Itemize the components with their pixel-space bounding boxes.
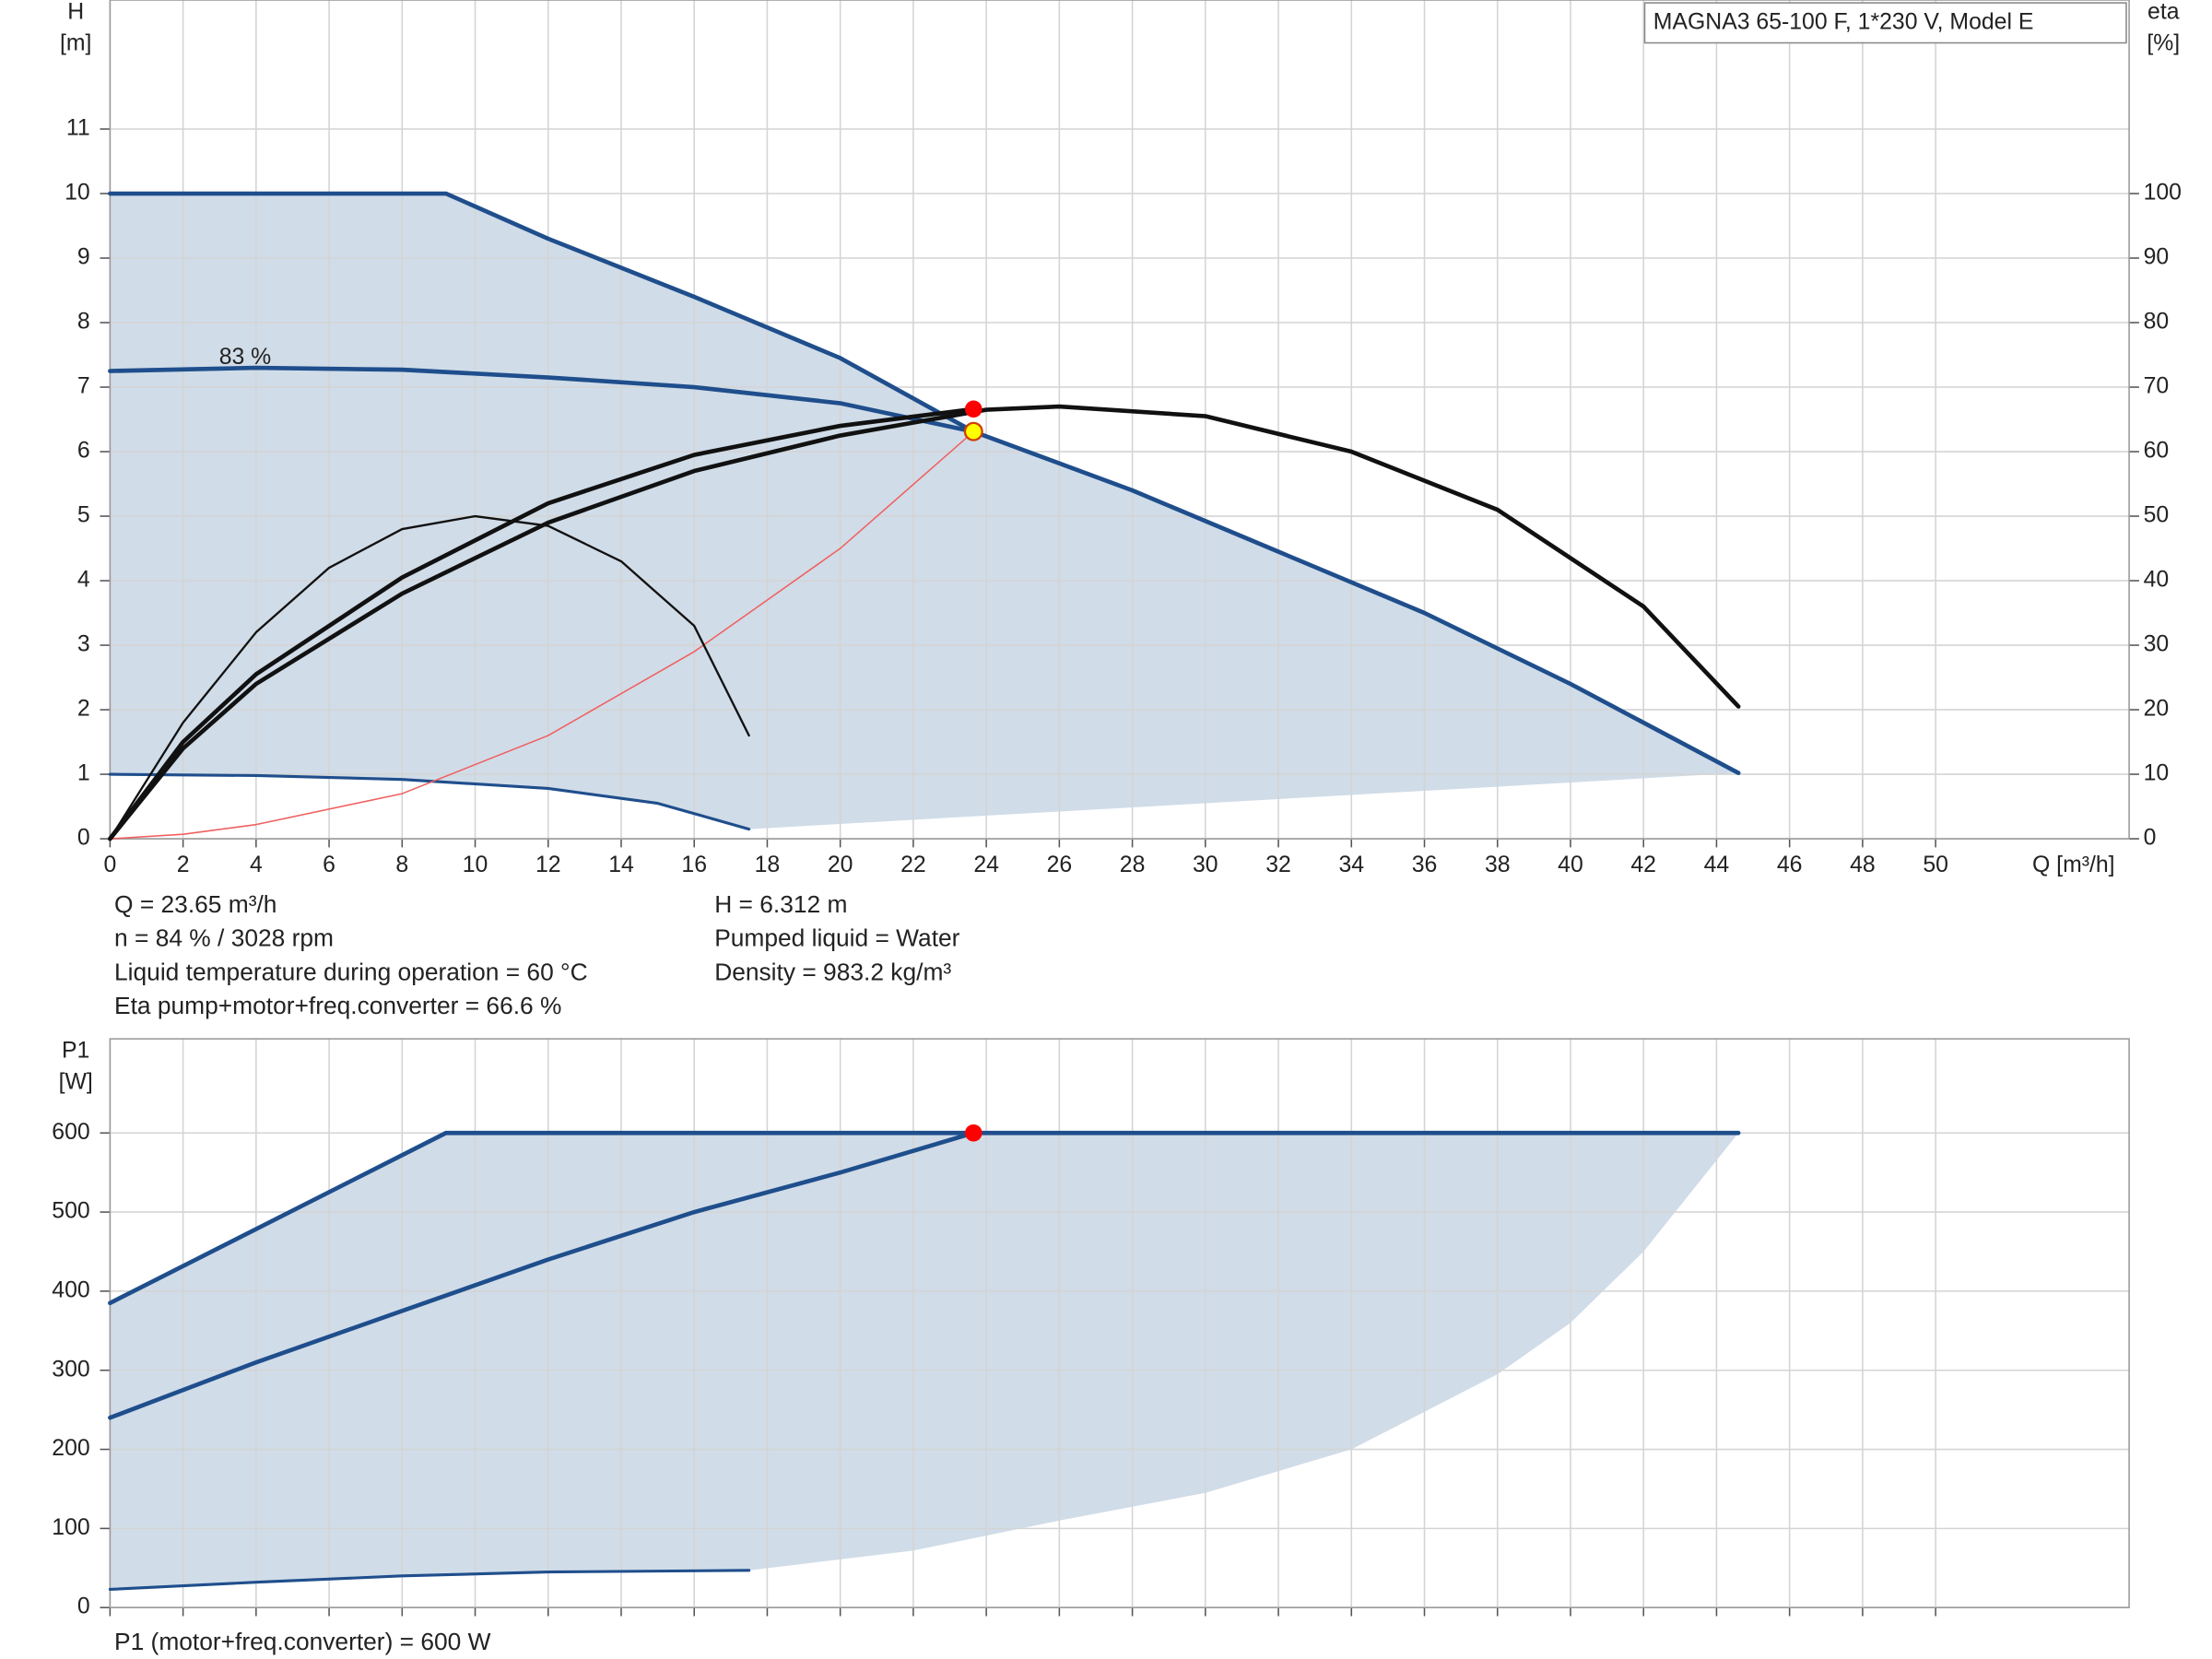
y2-tick-label: 50 xyxy=(2144,503,2170,528)
x-tick-label: 6 xyxy=(323,853,335,877)
y-axis-label: P1 xyxy=(62,1039,89,1064)
y-tick-label: 600 xyxy=(52,1120,89,1145)
info-text: Q = 23.65 m³/h xyxy=(114,890,276,918)
info-text: Eta pump+motor+freq.converter = 66.6 % xyxy=(114,992,561,1019)
info-text: Density = 983.2 kg/m³ xyxy=(714,958,951,985)
info-text: Liquid temperature during operation = 60… xyxy=(114,958,588,985)
x-tick-label: 12 xyxy=(535,853,561,877)
x-tick-label: 24 xyxy=(973,853,999,877)
x-tick-label: 18 xyxy=(755,853,781,877)
x-axis-label: Q [m³/h] xyxy=(2032,853,2115,877)
y2-tick-label: 90 xyxy=(2144,245,2170,270)
y-tick-label: 8 xyxy=(77,310,90,335)
curve xyxy=(108,365,976,434)
y-tick-label: 2 xyxy=(77,697,90,722)
curve xyxy=(108,1130,1741,1306)
y-tick-label: 11 xyxy=(66,116,90,141)
operating-region xyxy=(110,194,1739,830)
x-tick-label: 30 xyxy=(1193,853,1218,877)
y-tick-label: 100 xyxy=(52,1515,89,1540)
x-tick-label: 10 xyxy=(463,853,488,877)
y-tick-label: 400 xyxy=(52,1277,89,1302)
y-tick-label: 200 xyxy=(52,1436,89,1461)
info-text: H = 6.312 m xyxy=(714,890,847,918)
x-tick-label: 4 xyxy=(250,853,263,877)
y-tick-label: 1 xyxy=(77,761,90,786)
plot: 0 100 200 300 400 500 600 P1 [W] P1 (motor+freq.c… xyxy=(52,1038,2130,1655)
x-tick-label: 36 xyxy=(1412,853,1438,877)
y-tick-label: 5 xyxy=(77,503,90,528)
y-axis-label: [W] xyxy=(59,1070,93,1095)
operating-point xyxy=(963,421,983,441)
operating-point xyxy=(964,400,982,418)
x-tick-label: 8 xyxy=(395,853,408,877)
info-text: n = 84 % / 3028 rpm xyxy=(114,924,334,952)
x-tick-label: 48 xyxy=(1850,853,1876,877)
annotation: 83 % xyxy=(219,345,272,370)
x-tick-label: 50 xyxy=(1923,853,1948,877)
curve xyxy=(109,430,975,840)
plot-frame xyxy=(109,0,2130,840)
y2-tick-label: 0 xyxy=(2144,826,2157,851)
plot: 0 2 4 6 8 10 12 14 16 18 20 22 24 26 28 30 32 34 36 38 40 42 4… xyxy=(60,0,2182,1019)
title-box xyxy=(1643,2,2127,44)
x-tick-label: 34 xyxy=(1338,853,1364,877)
y2-tick-label: 20 xyxy=(2144,697,2170,722)
y-axis-label: H xyxy=(67,0,84,25)
operating-point xyxy=(964,1124,982,1142)
x-tick-label: 16 xyxy=(681,853,707,877)
y2-axis-label: [%] xyxy=(2147,31,2180,56)
y2-tick-label: 30 xyxy=(2144,632,2170,657)
x-tick-label: 42 xyxy=(1630,853,1656,877)
y-tick-label: 6 xyxy=(77,439,90,464)
curve xyxy=(108,1569,751,1591)
y-axis-label: [m] xyxy=(60,31,91,56)
curve xyxy=(109,514,750,841)
y2-tick-label: 100 xyxy=(2144,181,2182,206)
y-tick-label: 500 xyxy=(52,1199,89,1224)
y-tick-label: 10 xyxy=(65,181,90,206)
y2-tick-label: 40 xyxy=(2144,568,2170,593)
x-tick-label: 46 xyxy=(1777,853,1803,877)
info-text: Pumped liquid = Water xyxy=(714,924,959,952)
y-tick-label: 0 xyxy=(77,1594,90,1619)
x-tick-label: 22 xyxy=(900,853,926,877)
curve xyxy=(108,404,1741,841)
y-tick-label: 3 xyxy=(77,632,90,657)
x-tick-label: 20 xyxy=(828,853,853,877)
operating-region xyxy=(110,1133,1739,1590)
chart-title: MAGNA3 65-100 F, 1*230 V, Model E xyxy=(1653,9,2034,34)
x-tick-label: 32 xyxy=(1265,853,1291,877)
y-tick-label: 0 xyxy=(77,826,90,851)
y-tick-label: 4 xyxy=(77,568,90,593)
curve xyxy=(108,1130,976,1420)
x-tick-label: 38 xyxy=(1485,853,1511,877)
y-tick-label: 9 xyxy=(77,245,90,270)
x-tick-label: 28 xyxy=(1120,853,1146,877)
x-tick-label: 44 xyxy=(1704,853,1730,877)
y2-tick-label: 60 xyxy=(2144,439,2170,464)
x-tick-label: 26 xyxy=(1047,853,1073,877)
y2-tick-label: 80 xyxy=(2144,310,2170,335)
y-tick-label: 300 xyxy=(52,1357,89,1382)
x-tick-label: 14 xyxy=(608,853,634,877)
y2-tick-label: 70 xyxy=(2144,374,2170,399)
x-tick-label: 40 xyxy=(1558,853,1583,877)
y-tick-label: 7 xyxy=(77,374,90,399)
curve xyxy=(108,772,751,831)
info-text: P1 (motor+freq.converter) = 600 W xyxy=(114,1628,491,1655)
x-tick-label: 2 xyxy=(177,853,190,877)
plot-frame xyxy=(109,1038,2130,1608)
y2-tick-label: 10 xyxy=(2144,761,2170,786)
x-tick-label: 0 xyxy=(103,853,116,877)
curve xyxy=(108,406,976,841)
y2-axis-label: eta xyxy=(2147,0,2180,25)
